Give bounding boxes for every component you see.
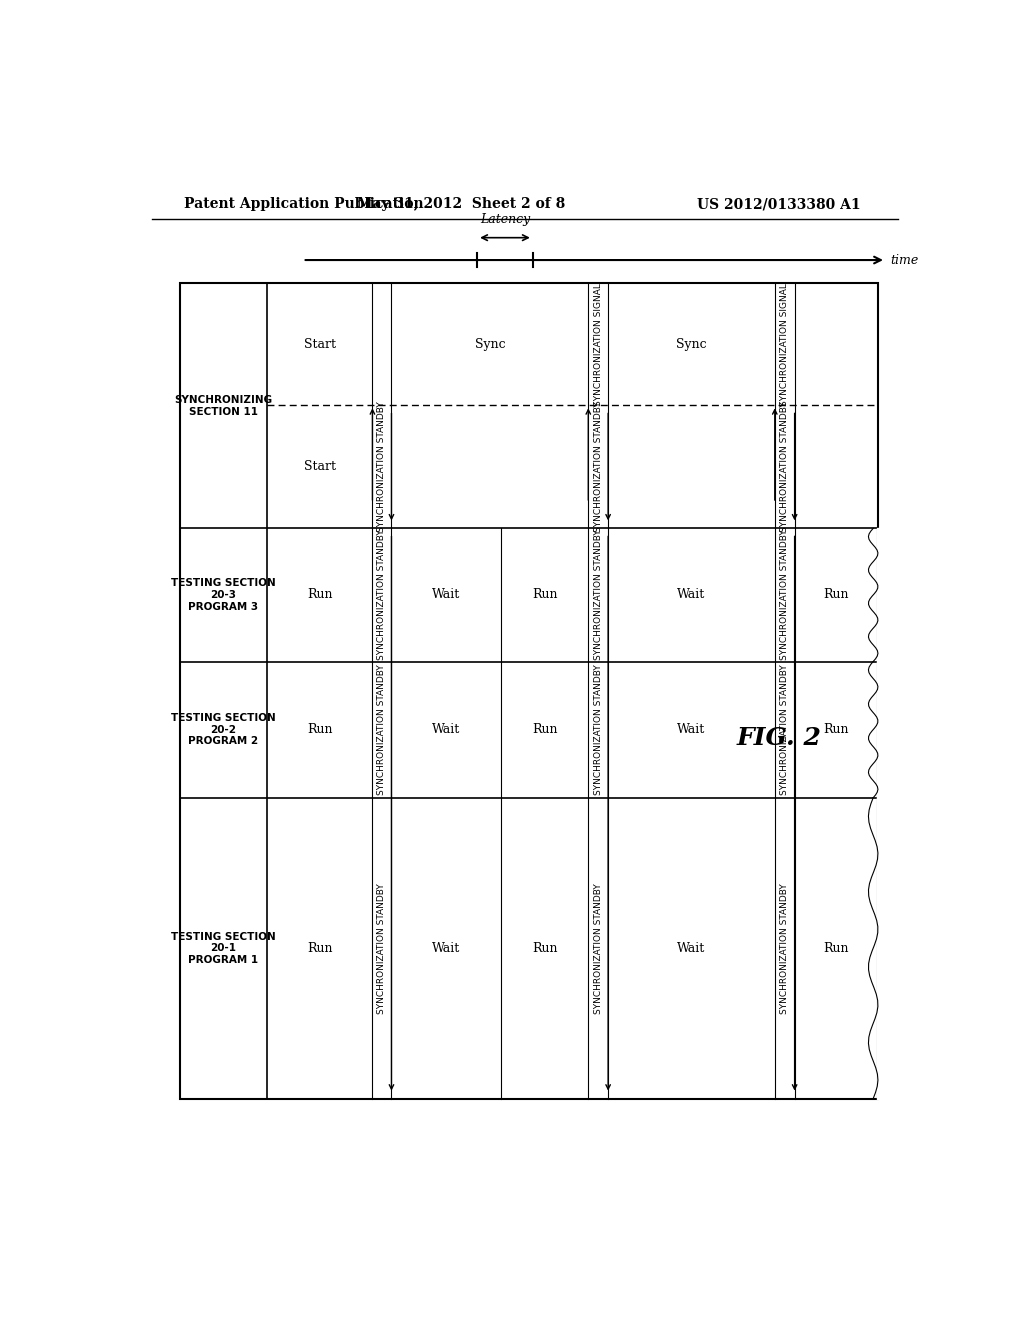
Text: Patent Application Publication: Patent Application Publication xyxy=(183,197,423,211)
Text: Sync: Sync xyxy=(474,338,505,351)
Text: Wait: Wait xyxy=(677,723,706,737)
Text: TESTING SECTION
20-1
PROGRAM 1: TESTING SECTION 20-1 PROGRAM 1 xyxy=(171,932,275,965)
Text: Run: Run xyxy=(531,589,557,602)
Text: SYNCHRONIZATION SIGNAL: SYNCHRONIZATION SIGNAL xyxy=(780,282,790,405)
Text: Run: Run xyxy=(823,941,849,954)
Text: SYNCHRONIZATION STANDBY: SYNCHRONIZATION STANDBY xyxy=(780,883,790,1014)
Text: SYNCHRONIZATION STANDBY: SYNCHRONIZATION STANDBY xyxy=(780,401,790,532)
Text: SYNCHRONIZATION STANDBY: SYNCHRONIZATION STANDBY xyxy=(378,664,386,795)
Text: Run: Run xyxy=(531,723,557,737)
Text: US 2012/0133380 A1: US 2012/0133380 A1 xyxy=(697,197,860,211)
Text: Start: Start xyxy=(304,461,336,474)
Text: Start: Start xyxy=(304,338,336,351)
Text: SYNCHRONIZATION STANDBY: SYNCHRONIZATION STANDBY xyxy=(378,883,386,1014)
Text: time: time xyxy=(890,253,919,267)
Text: Wait: Wait xyxy=(432,941,461,954)
Text: Run: Run xyxy=(307,941,333,954)
Text: Run: Run xyxy=(307,589,333,602)
Text: TESTING SECTION
20-2
PROGRAM 2: TESTING SECTION 20-2 PROGRAM 2 xyxy=(171,713,275,746)
Text: SYNCHRONIZATION STANDBY: SYNCHRONIZATION STANDBY xyxy=(594,883,603,1014)
Text: SYNCHRONIZATION STANDBY: SYNCHRONIZATION STANDBY xyxy=(780,664,790,795)
Text: May 31, 2012  Sheet 2 of 8: May 31, 2012 Sheet 2 of 8 xyxy=(357,197,565,211)
Text: SYNCHRONIZATION SIGNAL: SYNCHRONIZATION SIGNAL xyxy=(594,282,603,405)
Text: FIG. 2: FIG. 2 xyxy=(736,726,821,750)
Text: SYNCHRONIZATION STANDBY: SYNCHRONIZATION STANDBY xyxy=(594,664,603,795)
Text: SYNCHRONIZING
SECTION 11: SYNCHRONIZING SECTION 11 xyxy=(174,395,272,417)
Text: SYNCHRONIZATION STANDBY: SYNCHRONIZATION STANDBY xyxy=(780,529,790,660)
Text: Wait: Wait xyxy=(432,589,461,602)
Text: SYNCHRONIZATION STANDBY: SYNCHRONIZATION STANDBY xyxy=(378,401,386,532)
Text: Latency: Latency xyxy=(480,214,530,227)
Text: Run: Run xyxy=(531,941,557,954)
Text: SYNCHRONIZATION STANDBY: SYNCHRONIZATION STANDBY xyxy=(378,529,386,660)
Text: SYNCHRONIZATION STANDBY: SYNCHRONIZATION STANDBY xyxy=(594,529,603,660)
Text: Run: Run xyxy=(823,589,849,602)
Text: Wait: Wait xyxy=(677,941,706,954)
Text: Run: Run xyxy=(823,723,849,737)
Text: Wait: Wait xyxy=(432,723,461,737)
Bar xyxy=(179,284,878,1098)
Text: TESTING SECTION
20-3
PROGRAM 3: TESTING SECTION 20-3 PROGRAM 3 xyxy=(171,578,275,611)
Text: Wait: Wait xyxy=(677,589,706,602)
Text: Run: Run xyxy=(307,723,333,737)
Text: Sync: Sync xyxy=(676,338,707,351)
Text: SYNCHRONIZATION STANDBY: SYNCHRONIZATION STANDBY xyxy=(594,401,603,532)
